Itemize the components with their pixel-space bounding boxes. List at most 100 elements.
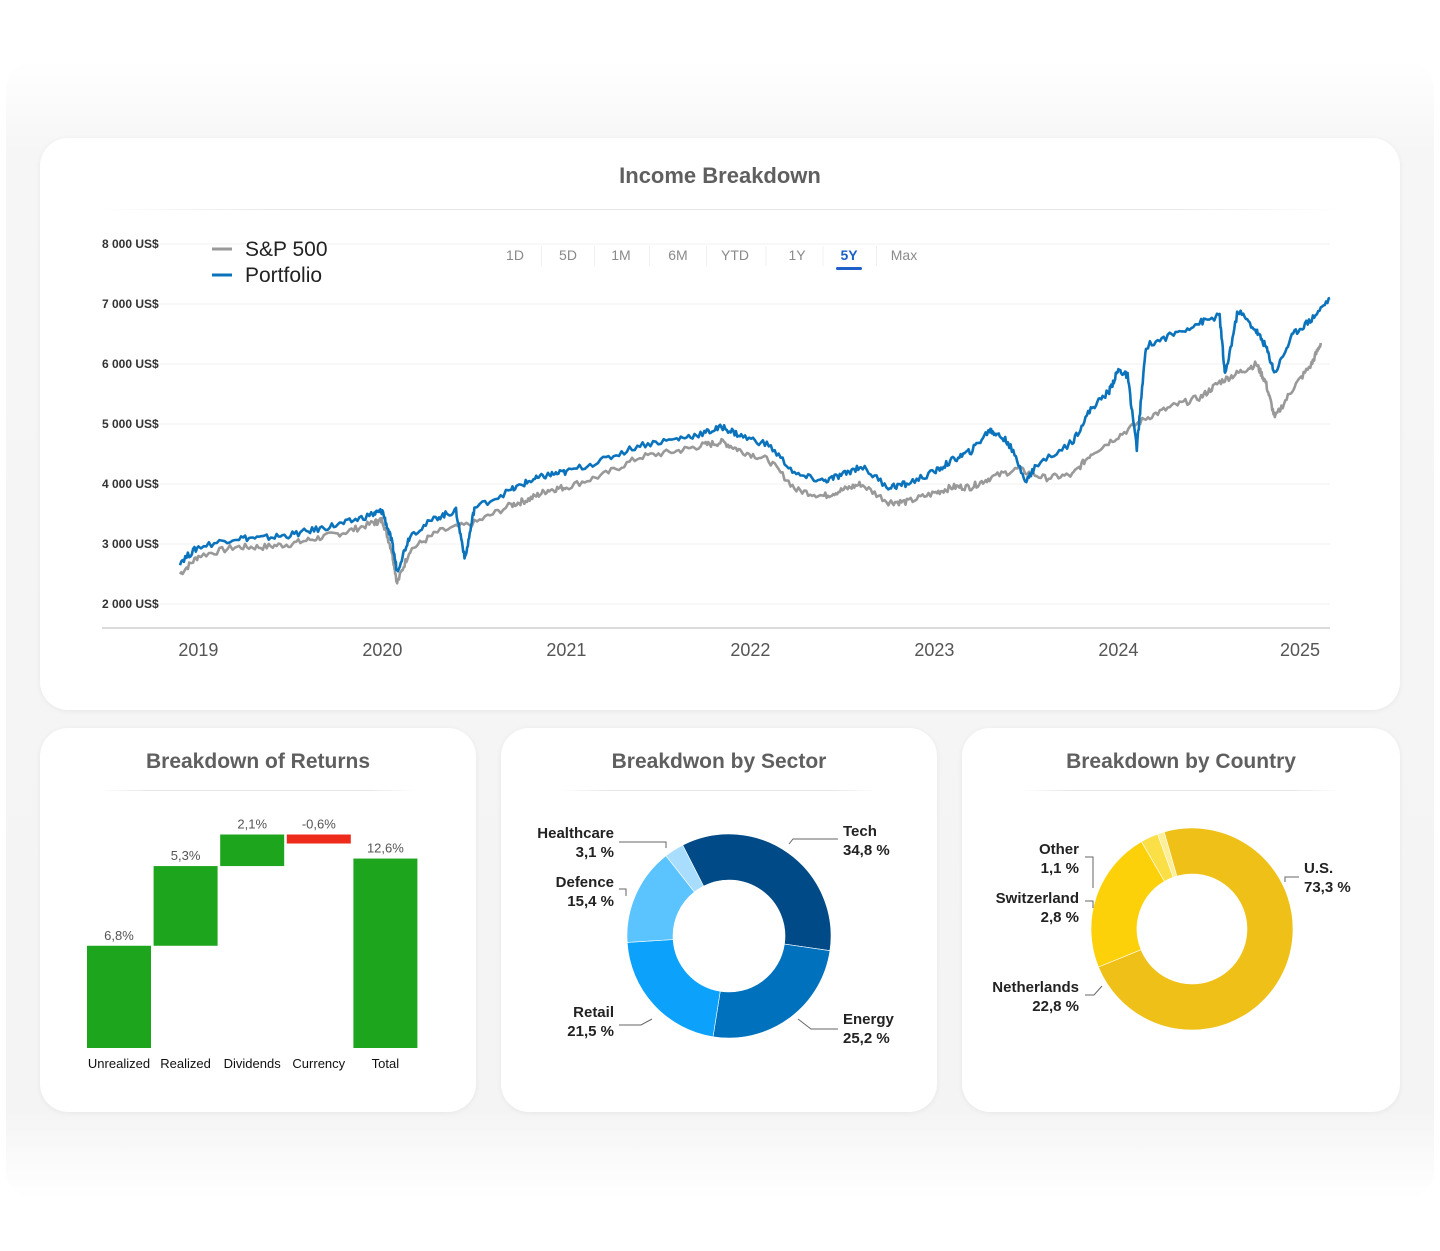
country-card-title: Breakdown by Country xyxy=(1066,750,1296,773)
time-tab-label: 6M xyxy=(668,247,687,263)
bar-category-label: Total xyxy=(372,1056,400,1071)
slice-name-label: Other xyxy=(1039,841,1079,858)
slice-value-label: 22,8 % xyxy=(1032,998,1079,1015)
slice-name-label: Defence xyxy=(556,874,614,891)
donut-slice-tech xyxy=(682,833,832,952)
bar-value-label: -0,6% xyxy=(302,817,336,832)
slice-leader-line xyxy=(619,841,667,848)
time-tab-6m[interactable]: 6M xyxy=(668,247,687,263)
time-tab-5y[interactable]: 5Y xyxy=(836,247,862,270)
bar-value-label: 5,3% xyxy=(171,848,201,863)
time-tab-1y[interactable]: 1Y xyxy=(788,247,806,263)
slice-leader-line xyxy=(797,1018,838,1030)
slice-name-label: U.S. xyxy=(1304,860,1333,877)
waterfall-bar-total xyxy=(353,858,418,1048)
waterfall-bar-realized xyxy=(153,866,218,946)
bar-category-label: Realized xyxy=(160,1056,211,1071)
returns-card-divider xyxy=(100,790,416,791)
slice-value-label: 2,8 % xyxy=(1041,909,1079,926)
slice-leader-line xyxy=(619,1018,653,1026)
income-line-chart: 8 000 US$ 7 000 US$ 6 000 US$ 5 000 US$ 4 00… xyxy=(102,237,1331,660)
donut-slice-us xyxy=(1098,827,1294,1031)
sector-card-divider xyxy=(561,790,877,791)
legend-label: Portfolio xyxy=(245,264,322,287)
sector-card-title: Breakdwon by Sector xyxy=(611,750,827,773)
bar-value-label: 2,1% xyxy=(237,817,267,832)
active-tab-underline xyxy=(836,267,862,270)
income-card-divider xyxy=(100,209,1340,210)
y-tick-label: 5 000 US$ xyxy=(102,417,159,431)
returns-waterfall-chart: 6,8% Unrealized 5,3% Realized 2,1% Dividends -… xyxy=(87,817,418,1071)
y-tick-label: 8 000 US$ xyxy=(102,237,159,251)
slice-leader-line xyxy=(788,838,838,845)
returns-card: Breakdown of Returns 6,8% Unrealized 5,3% R… xyxy=(40,728,476,1112)
slice-value-label: 3,1 % xyxy=(576,844,614,861)
income-card-title: Income Breakdown xyxy=(619,163,821,188)
bar-value-label: 12,6% xyxy=(367,841,404,856)
time-tab-label: 1M xyxy=(611,247,630,263)
waterfall-bar-dividends xyxy=(220,834,285,867)
slice-name-label: Netherlands xyxy=(992,979,1079,996)
sector-donut-chart: Tech 34,8 % Energy 25,2 % Retail 21,5 % Defenc… xyxy=(537,823,895,1047)
slice-name-label: Switzerland xyxy=(996,890,1079,907)
slice-leader-line xyxy=(1085,900,1094,908)
bar-category-label: Currency xyxy=(292,1056,345,1071)
series-line-sp500 xyxy=(178,342,1323,585)
slice-name-label: Retail xyxy=(573,1004,614,1021)
time-tab-label: YTD xyxy=(721,247,749,263)
time-tab-label: 1Y xyxy=(788,247,806,263)
x-tick-label: 2023 xyxy=(914,640,954,660)
slice-leader-line xyxy=(619,888,627,896)
returns-card-title: Breakdown of Returns xyxy=(145,750,371,773)
x-tick-label: 2022 xyxy=(730,640,770,660)
series-line-portfolio xyxy=(178,296,1331,573)
y-tick-label: 7 000 US$ xyxy=(102,297,159,311)
bar-category-label: Unrealized xyxy=(88,1056,150,1071)
bar-value-label: 6,8% xyxy=(104,928,134,943)
donut-slice-retail xyxy=(626,939,721,1038)
time-tab-label: 5D xyxy=(559,247,577,263)
time-tab-1m[interactable]: 1M xyxy=(611,247,630,263)
x-tick-label: 2025 xyxy=(1280,640,1320,660)
slice-leader-line xyxy=(1085,856,1094,888)
legend-label: S&P 500 xyxy=(245,238,328,261)
x-tick-label: 2020 xyxy=(362,640,402,660)
country-donut-chart: U.S. 73,3 % Netherlands 22,8 % Switzerland 2,… xyxy=(992,827,1351,1031)
time-tab-label: Max xyxy=(891,247,917,263)
slice-value-label: 15,4 % xyxy=(567,893,614,910)
slice-leader-line xyxy=(1085,985,1103,996)
time-tab-label: 1D xyxy=(506,247,524,263)
y-tick-label: 2 000 US$ xyxy=(102,597,159,611)
country-card: Breakdown by Country U.S. 73,3 % Netherlan… xyxy=(962,728,1400,1112)
bar-category-label: Dividends xyxy=(224,1056,282,1071)
x-tick-label: 2019 xyxy=(178,640,218,660)
x-tick-label: 2024 xyxy=(1098,640,1138,660)
donut-slice-energy xyxy=(712,943,831,1039)
slice-value-label: 73,3 % xyxy=(1304,879,1351,896)
waterfall-bar-unrealized xyxy=(87,945,151,1048)
slice-value-label: 1,1 % xyxy=(1041,860,1079,877)
slice-name-label: Tech xyxy=(843,823,877,840)
slice-name-label: Healthcare xyxy=(537,825,614,842)
slice-value-label: 21,5 % xyxy=(567,1023,614,1040)
y-tick-label: 4 000 US$ xyxy=(102,477,159,491)
income-breakdown-card: Income Breakdown 8 000 US$ 7 000 US$ 6 000… xyxy=(40,138,1400,710)
time-tab-5d[interactable]: 5D xyxy=(559,247,577,263)
sector-card: Breakdwon by Sector Tech 34,8 % Energy 25,2… xyxy=(501,728,937,1112)
time-tab-label: 5Y xyxy=(840,247,858,263)
slice-leader-line xyxy=(1284,876,1299,882)
time-tab-1d[interactable]: 1D xyxy=(506,247,524,263)
time-tab-max[interactable]: Max xyxy=(891,247,917,263)
slice-name-label: Energy xyxy=(843,1011,895,1028)
slice-value-label: 25,2 % xyxy=(843,1030,890,1047)
country-card-divider xyxy=(1022,790,1340,791)
waterfall-bar-currency xyxy=(286,834,351,844)
y-tick-label: 6 000 US$ xyxy=(102,357,159,371)
time-tab-ytd[interactable]: YTD xyxy=(721,247,749,263)
donut-slice-healthcare xyxy=(665,844,704,893)
donut-slice-other xyxy=(1157,831,1178,878)
slice-value-label: 34,8 % xyxy=(843,842,890,859)
x-tick-label: 2021 xyxy=(546,640,586,660)
y-tick-label: 3 000 US$ xyxy=(102,537,159,551)
donut-slice-netherlands xyxy=(1090,841,1165,968)
